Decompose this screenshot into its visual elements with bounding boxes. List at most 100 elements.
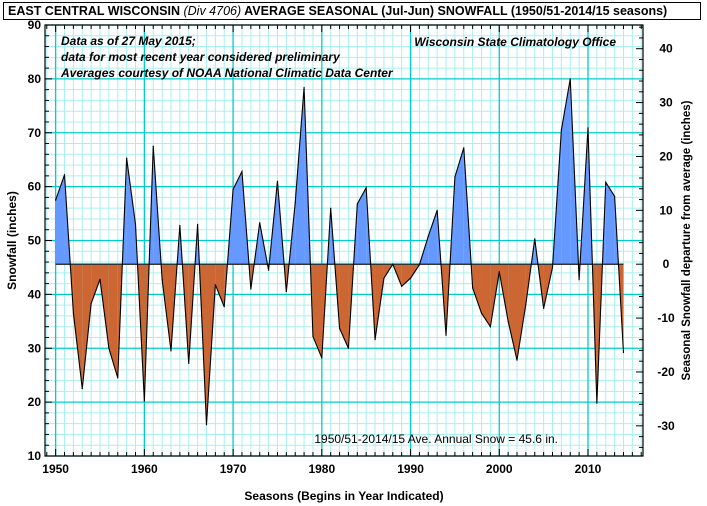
data-point [365,187,367,189]
data-point [525,303,527,305]
data-point [445,334,447,336]
data-point [463,147,465,149]
y-tick-label: 10 [28,449,42,463]
data-point [472,287,474,289]
above-average-area [126,158,136,265]
data-point [241,170,243,173]
x-tick-label: 1950 [42,462,69,476]
below-average-area [82,264,92,389]
data-point [534,238,536,240]
data-point [250,288,252,290]
data-point [480,312,483,314]
title-division: (Div 4706) [183,4,242,18]
y-tick-label: 60 [28,180,42,194]
data-point [587,127,589,129]
average-label: 1950/51-2014/15 Ave. Annual Snow = 45.6 … [314,432,558,446]
y2-tick-label: 20 [659,149,673,163]
data-point [267,269,270,271]
data-point [179,224,181,227]
data-point [312,335,314,337]
data-point [489,326,491,328]
annotations: Data as of 27 May 2015; data for most rec… [60,34,616,446]
source-label: Wisconsin State Climatology Office [414,35,616,49]
data-point [232,188,234,190]
data-point [436,209,438,211]
data-point [330,207,332,209]
data-point [498,271,500,273]
data-point [507,320,509,322]
title-region: EAST CENTRAL WISCONSIN [8,4,180,18]
x-tick-label: 1960 [131,462,158,476]
y-tick-label: 90 [28,18,42,32]
below-average-area [312,264,322,358]
data-point [90,302,92,305]
x-tick-label: 1980 [308,462,335,476]
above-average-area [357,187,367,265]
data-point [409,277,412,279]
below-average-area [339,264,349,349]
data-point [578,279,580,281]
below-average-area [401,264,411,287]
above-average-area [295,87,305,265]
data-point [560,129,562,131]
above-average-area [428,210,438,265]
data-point [72,312,74,314]
y2-tick-label: -10 [657,311,675,325]
data-point [276,180,279,182]
below-average-area [472,264,482,314]
y-axis: 10 20 30 40 50 60 70 80 90 Snowfall (inches) [5,18,52,463]
data-point [188,362,190,364]
y2-tick-label: -20 [657,365,675,379]
data-point [347,347,350,349]
above-average-area [561,78,571,265]
data-point [117,377,119,379]
data-point [338,327,341,329]
data-point [321,357,323,359]
data-point [55,199,57,201]
data-point [161,278,163,280]
data-point [197,223,199,225]
y-tick-label: 20 [28,395,42,409]
below-average-area [481,264,491,327]
data-point [551,266,554,269]
data-point [99,278,101,280]
data-point [356,203,358,205]
data-point [543,307,545,309]
data-point [223,306,225,308]
data-point [605,181,607,183]
data-point [214,284,216,286]
data-point [516,359,518,361]
data-point [81,388,83,390]
y2-tick-label: 0 [663,257,670,271]
data-point [569,78,571,80]
y-tick-label: 50 [28,234,42,248]
y-tick-label: 40 [28,287,42,301]
note-line: data for most recent year considered pre… [61,50,341,64]
data-point [205,424,208,426]
below-average-area [91,264,101,304]
data-point [418,264,421,266]
x-axis: 1950 1960 1970 1980 1990 2000 2010 Seasons (Beg… [42,25,642,503]
data-point [596,402,598,404]
data-point [614,195,616,197]
data-point [152,145,154,147]
y2-tick-label: 40 [659,42,673,56]
above-average-area [605,182,615,265]
below-average-area [215,264,225,307]
x-tick-label: 2010 [575,462,602,476]
data-point [622,351,625,354]
title-rest: AVERAGE SEASONAL (Jul-Jun) SNOWFALL (195… [244,4,668,18]
above-average-area [233,171,242,265]
data-point [454,176,456,178]
data-point [134,223,137,225]
x-tick-label: 2000 [486,462,513,476]
below-average-area [508,264,518,361]
note-line: Averages courtesy of NOAA National Clima… [60,66,394,80]
data-point [259,222,261,224]
data-points [55,78,625,426]
below-average-area [108,264,118,378]
x-tick-label: 1990 [397,462,424,476]
data-point [392,263,394,265]
y-tick-label: 70 [28,126,42,140]
